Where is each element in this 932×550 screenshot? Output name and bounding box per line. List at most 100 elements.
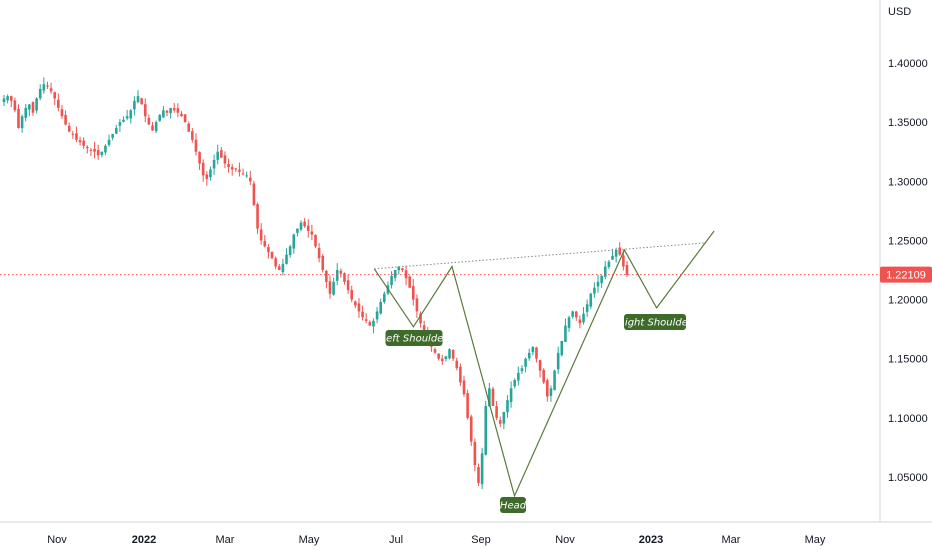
candle-body (560, 340, 564, 356)
label-text: Right Shoulder (618, 318, 693, 329)
candle-body (578, 319, 582, 324)
time-tick-label: Jul (389, 534, 403, 546)
candle-body (24, 107, 28, 118)
candle-body (433, 349, 437, 353)
candle-body (281, 264, 285, 273)
candle-body (28, 104, 31, 110)
candle-body (585, 304, 589, 312)
candle-body (270, 251, 274, 259)
candle-body (393, 270, 397, 278)
candle-body (564, 325, 567, 342)
candle-body (480, 453, 484, 485)
candle-body (53, 92, 57, 99)
candle-body (292, 234, 296, 249)
current-price-value: 1.22109 (886, 270, 926, 282)
candle-body (122, 119, 125, 122)
candle-body (172, 108, 176, 111)
candle-body (96, 150, 100, 156)
candle-body (230, 167, 234, 170)
candle-body (299, 222, 303, 230)
candle-body (361, 311, 364, 318)
candle-body (535, 347, 538, 359)
candle-body (343, 273, 346, 282)
candle-body (143, 104, 147, 117)
candle-body (509, 388, 513, 403)
candle-body (397, 266, 401, 271)
pattern-label-left-shoulder: Left Shoulder (381, 330, 448, 346)
candle-body (625, 264, 629, 275)
time-tick-label: Mar (722, 534, 741, 546)
candle-body (288, 246, 292, 256)
time-tick-label: Nov (555, 534, 575, 546)
candle-body (538, 359, 542, 371)
candle-body (325, 270, 328, 282)
candle-body (205, 174, 209, 179)
candle-body (339, 270, 343, 274)
pattern-overlay[interactable] (373, 230, 715, 498)
candle-body (274, 258, 277, 267)
candle-body (419, 313, 422, 324)
candle-body (194, 139, 198, 152)
candle-body (165, 110, 169, 113)
candle-body (78, 140, 82, 143)
candle-body (542, 369, 545, 383)
candle-body (104, 145, 107, 153)
label-box (500, 497, 526, 513)
candle-body (46, 85, 49, 87)
candle-body (364, 319, 368, 321)
candle-body (354, 301, 357, 306)
candle-body (491, 388, 495, 407)
candle-body (411, 286, 415, 300)
time-tick-label: 2023 (639, 534, 663, 546)
candle-body (448, 349, 451, 359)
price-tick-label: 1.30000 (888, 176, 928, 188)
candle-body (372, 320, 375, 327)
candle-body (603, 266, 607, 277)
pattern-labels: Left Shoulder Head Right Shoulder (381, 314, 693, 513)
candle-body (176, 108, 180, 113)
candle-body (162, 110, 165, 118)
neckline[interactable] (374, 242, 707, 270)
candle-body (82, 140, 85, 146)
candle-body (89, 149, 93, 151)
candle-body (209, 169, 212, 178)
candle-body (328, 281, 332, 294)
price-tick-label: 1.25000 (888, 235, 928, 247)
candle-body (531, 346, 535, 353)
candle-body (593, 287, 596, 294)
candle-body (38, 89, 42, 99)
candle-body (462, 380, 466, 395)
candle-body (187, 123, 191, 132)
candle-body (506, 400, 509, 413)
candle-body (180, 113, 183, 117)
candle-body (31, 102, 35, 113)
candle-body (477, 467, 480, 483)
head-and-shoulders-pattern[interactable] (373, 230, 715, 498)
candle-body (553, 370, 556, 391)
candle-body (390, 275, 393, 285)
candle-body (379, 301, 382, 314)
candle-body (212, 159, 216, 169)
time-tick-label: Sep (471, 534, 491, 546)
candle-body (546, 380, 549, 397)
time-tick-label: 2022 (132, 534, 156, 546)
candle-body (6, 96, 9, 101)
candle-body (191, 131, 194, 140)
candle-body (49, 88, 53, 92)
candle-body (57, 99, 60, 108)
candle-body (622, 255, 625, 267)
candle-body (513, 380, 517, 387)
candle-body (111, 133, 114, 138)
candle-body (495, 406, 498, 418)
candle-body (451, 350, 455, 359)
label-box (385, 330, 443, 346)
candle-body (317, 248, 321, 259)
price-axis: 1.40000 1.35000 1.30000 1.25000 1.20000 1.150… (888, 58, 928, 484)
candle-body (42, 84, 46, 91)
candle-body (249, 177, 252, 182)
label-box (624, 314, 686, 330)
candle-body (9, 96, 13, 101)
candle-body (129, 110, 133, 119)
candle-body (133, 100, 136, 110)
